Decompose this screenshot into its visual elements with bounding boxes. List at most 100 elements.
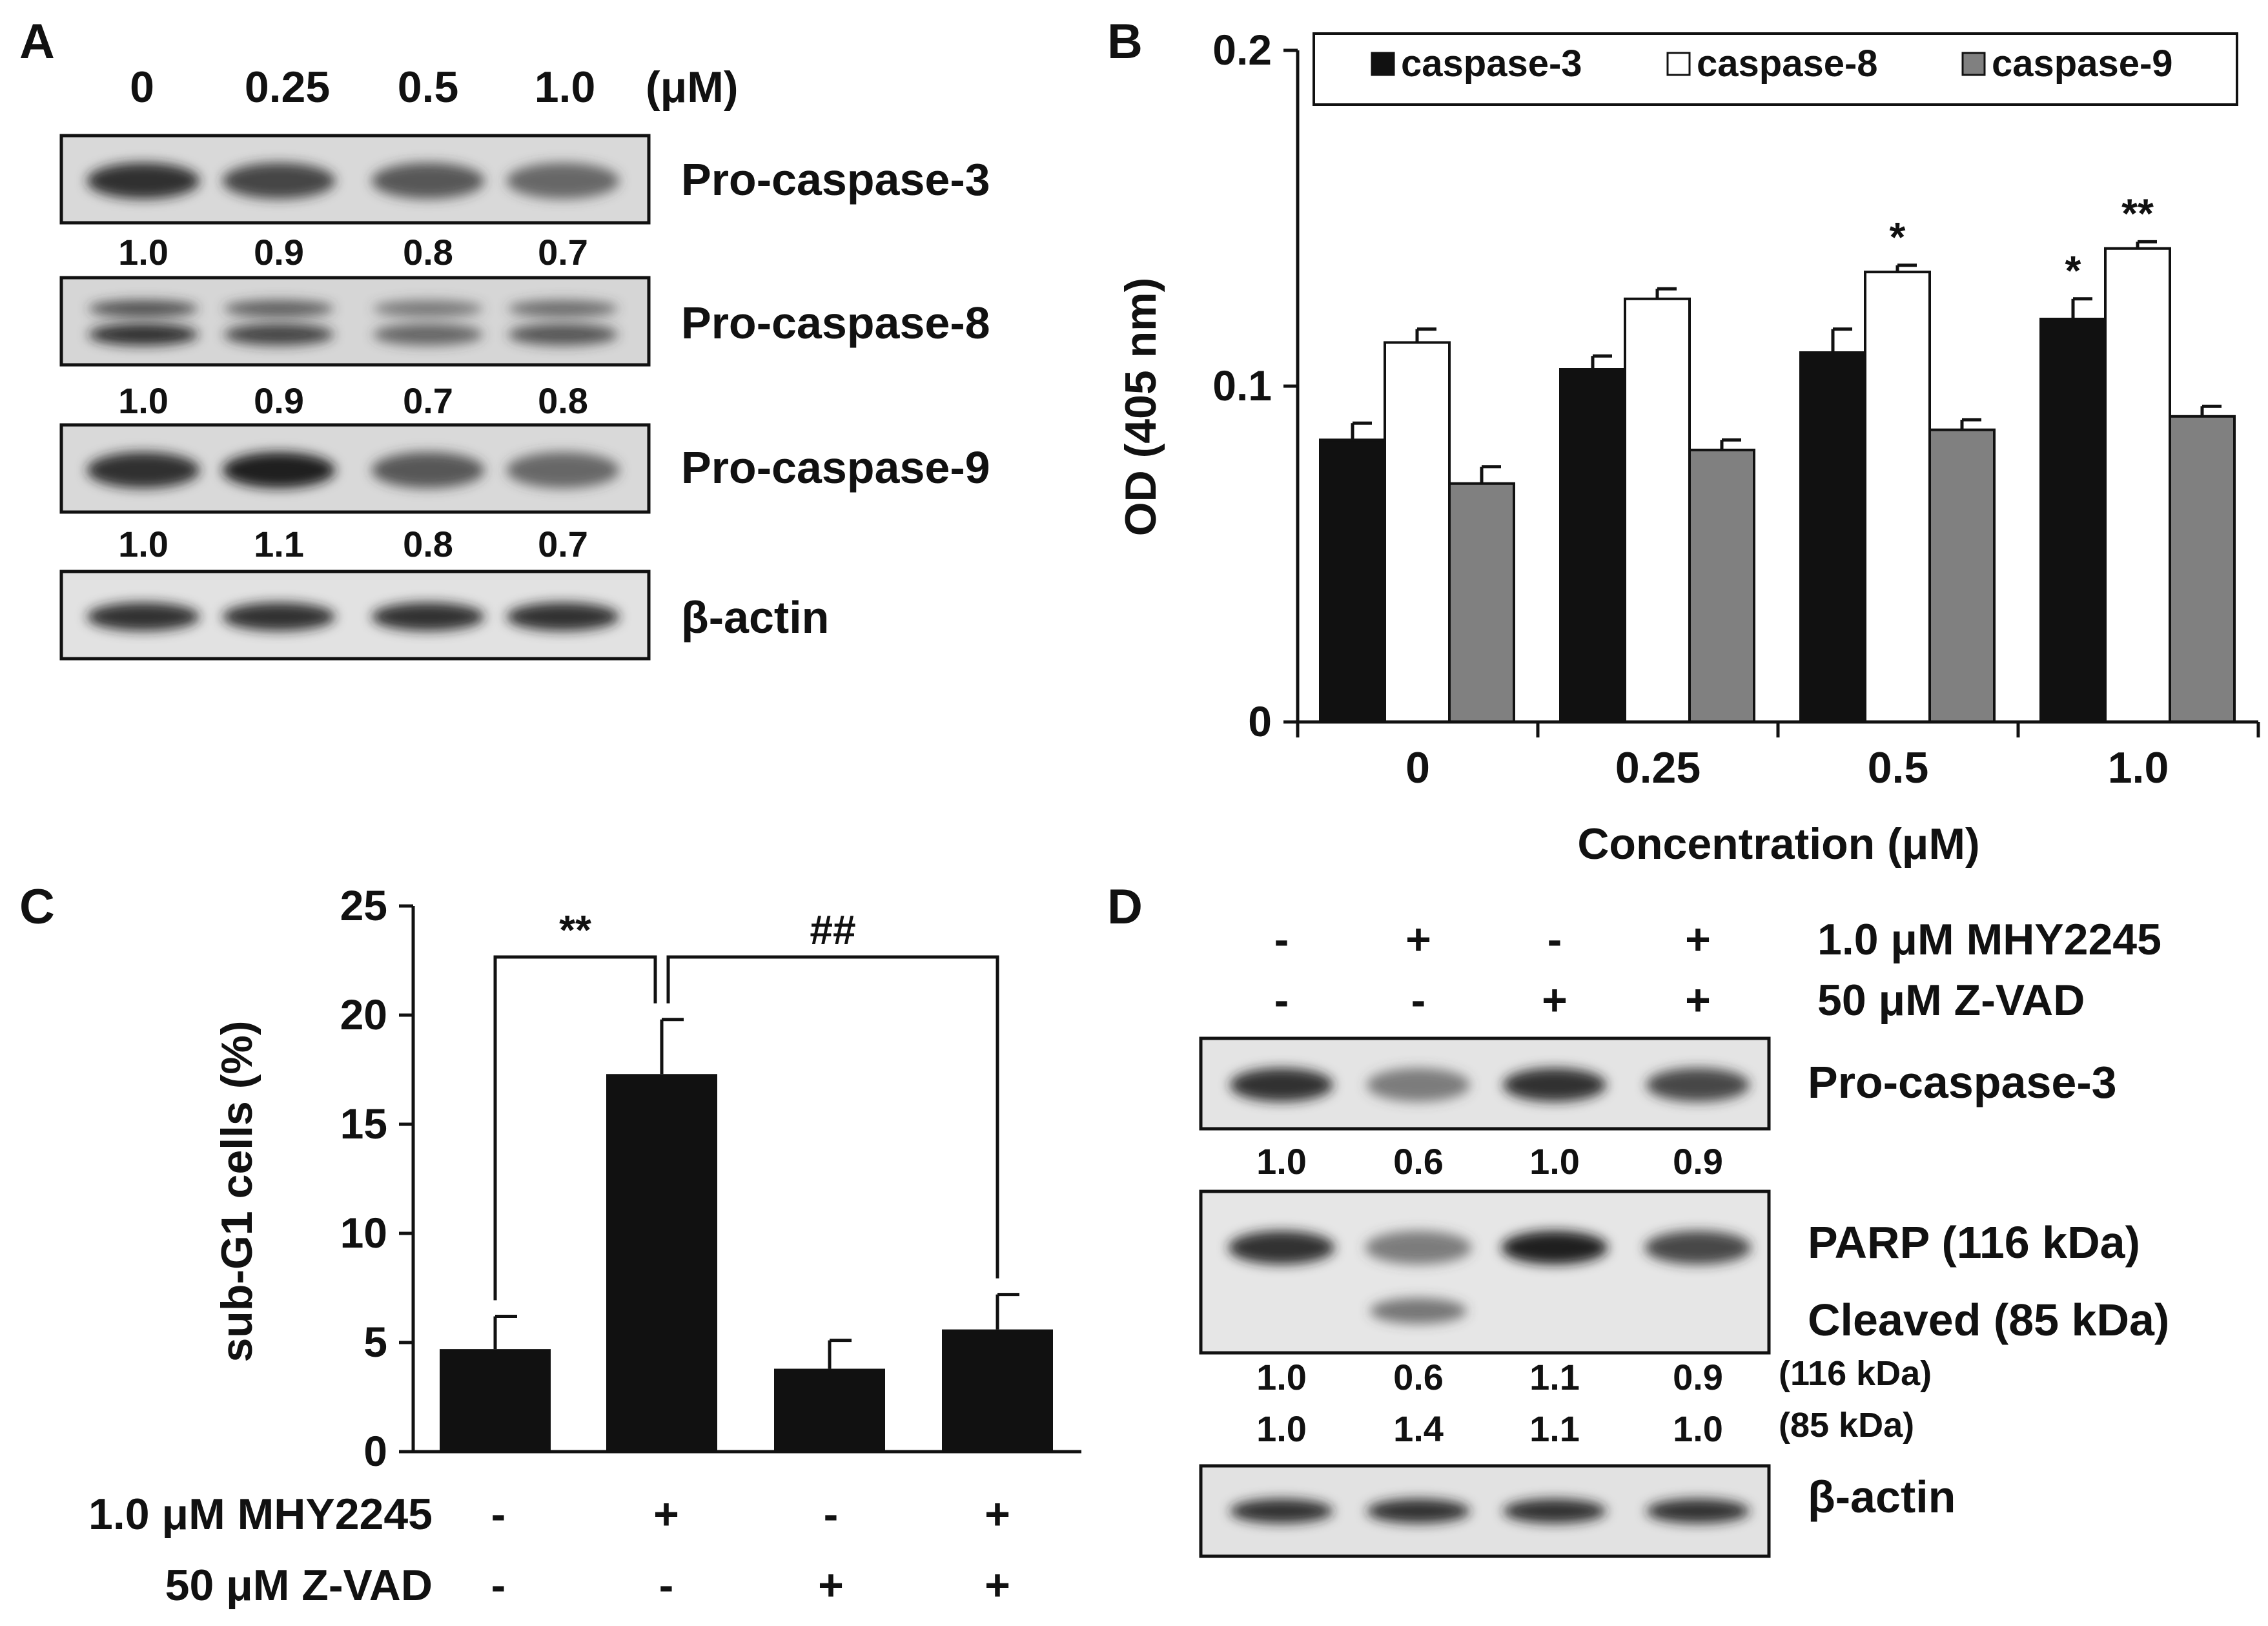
ratio-a-2-2: 0.7	[403, 380, 453, 421]
blot-d-parp	[1199, 1189, 1771, 1355]
b-xtick-label-1: 0.25	[1615, 743, 1701, 792]
band-d-procaspase3-0	[1230, 1068, 1333, 1102]
blot-d-procaspase3-label: Pro-caspase-3	[1808, 1057, 2117, 1107]
b-bar-1-3	[2104, 247, 2171, 723]
band-a-3-1	[222, 602, 336, 631]
blot-a-procaspase9-label: Pro-caspase-9	[681, 442, 990, 493]
c-sign-2-3: +	[985, 1561, 1010, 1610]
c-ytick-label-2: 10	[340, 1209, 387, 1257]
c-ytick-label-0: 0	[363, 1427, 387, 1475]
ratio-a-3-0: 1.0	[118, 524, 169, 564]
c-bracket-label-0: **	[559, 907, 591, 953]
ratio-d-85-3: 1.0	[1673, 1408, 1723, 1449]
band-a-1-2-lower	[373, 324, 483, 345]
b-ytick-label-1: 0.1	[1212, 362, 1272, 409]
c-bracket-0	[493, 955, 657, 1301]
panel-a-letter: A	[19, 14, 55, 69]
b-ytick-label-2: 0.2	[1212, 26, 1272, 74]
blot-a-procaspase8-label: Pro-caspase-8	[681, 298, 990, 348]
panel-d-letter: D	[1107, 880, 1143, 934]
c-bar-3	[942, 1329, 1053, 1452]
band-a-1-1-lower	[224, 324, 334, 345]
c-bars	[440, 1018, 1053, 1452]
c-sign-2-2: +	[818, 1561, 844, 1610]
panel-a: A 0 0.25 0.5 1.0 (μM) Pro-caspase-3 1.0 …	[19, 14, 990, 661]
conc-label-0: 0	[130, 63, 154, 112]
b-bar-0-0	[1319, 438, 1386, 723]
ratio-d-116-3: 0.9	[1673, 1357, 1723, 1397]
d-sign-2-1: -	[1411, 976, 1426, 1025]
c-ytick-label-5: 25	[340, 881, 387, 929]
ratio-a-1-3: 0.7	[538, 232, 588, 273]
d-treatment-label-zvad: 50 μM Z-VAD	[1817, 976, 2085, 1025]
panel-c-letter: C	[19, 880, 55, 934]
band-a-2-1	[222, 452, 336, 488]
band-d-parp116-3	[1644, 1231, 1752, 1264]
c-bar-2	[774, 1368, 885, 1452]
band-d-actin-0	[1230, 1499, 1333, 1523]
band-d-actin-3	[1646, 1499, 1750, 1523]
band-a-0-3	[506, 163, 620, 199]
c-significance-brackets: ** ##	[493, 907, 999, 1301]
b-bar-0-3	[2039, 318, 2107, 723]
blot-a-procaspase8	[59, 276, 651, 367]
band-d-parp85-1	[1370, 1298, 1467, 1324]
band-d-parp116-0	[1228, 1231, 1335, 1264]
band-d-procaspase3-3	[1646, 1068, 1750, 1102]
c-bracket-1	[666, 955, 999, 1279]
band-d-actin-2	[1503, 1499, 1606, 1523]
ratio-d-85-2: 1.1	[1529, 1408, 1580, 1449]
band-a-1-2-upper	[373, 300, 483, 317]
c-sign-2-1: -	[659, 1561, 674, 1610]
c-bracket-label-1: ##	[810, 907, 855, 953]
b-bars: ****	[1319, 190, 2236, 723]
ratio-d-85-1: 1.4	[1393, 1408, 1444, 1449]
panel-d: D - + - + 1.0 μM MHY2245 - - + + 50 μM Z…	[1107, 880, 2169, 1558]
c-sign-1-3: +	[985, 1490, 1010, 1539]
legend-swatch-caspase9	[1961, 52, 1986, 76]
c-ytick-label-4: 20	[340, 991, 387, 1038]
band-d-parp116-1	[1365, 1231, 1472, 1264]
blot-d-parp-label: PARP (116 kDa)	[1808, 1217, 2140, 1268]
c-y-ticks: 0 5 10 15 20 25	[340, 881, 413, 1475]
blot-a-procaspase3-label: Pro-caspase-3	[681, 154, 990, 205]
blot-a-procaspase8-bands	[88, 300, 618, 345]
b-x-ticks: 0 0.25 0.5 1.0	[1296, 722, 2260, 792]
b-bar-2-3	[2169, 415, 2236, 723]
b-xtick-label-3: 1.0	[2108, 743, 2169, 792]
blot-d-actin-bands	[1230, 1499, 1750, 1523]
b-bar-1-0	[1384, 341, 1451, 723]
d-sign-1-3: +	[1685, 915, 1711, 964]
conc-label-1: 0.25	[245, 63, 330, 112]
b-bar-1-2	[1864, 271, 1931, 723]
blot-d-cleaved-label: Cleaved (85 kDa)	[1808, 1295, 2169, 1345]
ratio-d-1-0: 1.0	[1256, 1141, 1307, 1182]
c-treatment-label-zvad: 50 μM Z-VAD	[165, 1561, 433, 1610]
band-a-1-3-upper	[508, 300, 618, 317]
band-d-procaspase3-1	[1367, 1068, 1470, 1102]
c-ytick-label-3: 15	[340, 1100, 387, 1147]
c-sign-2-0: -	[491, 1561, 506, 1610]
blot-a-actin-bands	[87, 602, 620, 631]
band-a-3-0	[87, 602, 200, 631]
conc-unit: (μM)	[646, 63, 739, 112]
blot-d-procaspase3-bands	[1230, 1068, 1750, 1102]
b-annotation-0-3: *	[2065, 247, 2081, 294]
legend-swatch-caspase3	[1371, 52, 1395, 76]
panel-b-letter: B	[1107, 14, 1143, 69]
ratio-d-1-1: 0.6	[1393, 1141, 1444, 1182]
ratio-d-116-1: 0.6	[1393, 1357, 1444, 1397]
band-a-2-2	[371, 452, 485, 488]
band-d-procaspase3-2	[1503, 1068, 1606, 1102]
c-y-axis-title: sub-G1 cells (%)	[212, 1020, 261, 1362]
b-xtick-label-0: 0	[1405, 743, 1430, 792]
d-sign-2-0: -	[1274, 976, 1289, 1025]
b-ytick-label-0: 0	[1248, 697, 1272, 745]
ratio-d-116-2: 1.1	[1529, 1357, 1580, 1397]
b-legend	[1313, 32, 2238, 106]
blot-a-actin-label: β-actin	[681, 592, 829, 643]
d-sign-1-0: -	[1274, 915, 1289, 964]
ratio-a-2-0: 1.0	[118, 380, 169, 421]
legend-swatch-caspase8	[1666, 52, 1691, 76]
band-a-0-1	[222, 163, 336, 199]
